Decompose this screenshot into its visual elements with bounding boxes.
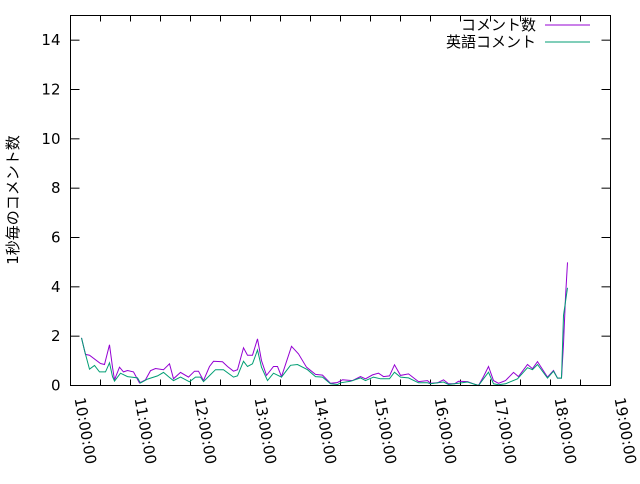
y-tick-label: 14 xyxy=(41,31,60,49)
x-tick-label: 19:00:00 xyxy=(611,396,640,465)
x-tick-label: 10:00:00 xyxy=(71,396,100,465)
series-line-0 xyxy=(82,262,568,385)
series-lines xyxy=(81,262,567,385)
x-tick-label: 14:00:00 xyxy=(311,396,340,465)
plot-border xyxy=(71,16,611,386)
series-line-1 xyxy=(82,288,568,386)
y-tick-labels: 0 2 4 6 8 10 12 14 xyxy=(41,31,60,394)
x-tick-label: 11:00:00 xyxy=(131,396,160,465)
y-tick-label: 8 xyxy=(51,179,61,197)
legend-label: コメント数 xyxy=(461,16,536,34)
y-tick-label: 12 xyxy=(41,81,60,99)
x-tick-label: 15:00:00 xyxy=(371,396,400,465)
y-tick-label: 4 xyxy=(51,278,61,296)
y-tick-label: 6 xyxy=(51,229,61,247)
legend-label: 英語コメント xyxy=(446,33,536,51)
y-tick-label: 0 xyxy=(51,377,61,395)
x-tick-labels: 10:00:00 11:00:00 12:00:00 13:00:00 14:00:00… xyxy=(71,396,640,465)
x-tick-label: 13:00:00 xyxy=(251,396,280,465)
x-tick-label: 12:00:00 xyxy=(191,396,220,465)
x-tick-label: 16:00:00 xyxy=(431,396,460,465)
x-tick-label: 17:00:00 xyxy=(491,396,520,465)
y-tick-label: 10 xyxy=(41,130,60,148)
y-tick-label: 2 xyxy=(51,327,61,345)
x-tick-label: 18:00:00 xyxy=(551,396,580,465)
y-axis-label: 1秒毎のコメント数 xyxy=(4,135,22,265)
axis-ticks xyxy=(71,16,611,386)
